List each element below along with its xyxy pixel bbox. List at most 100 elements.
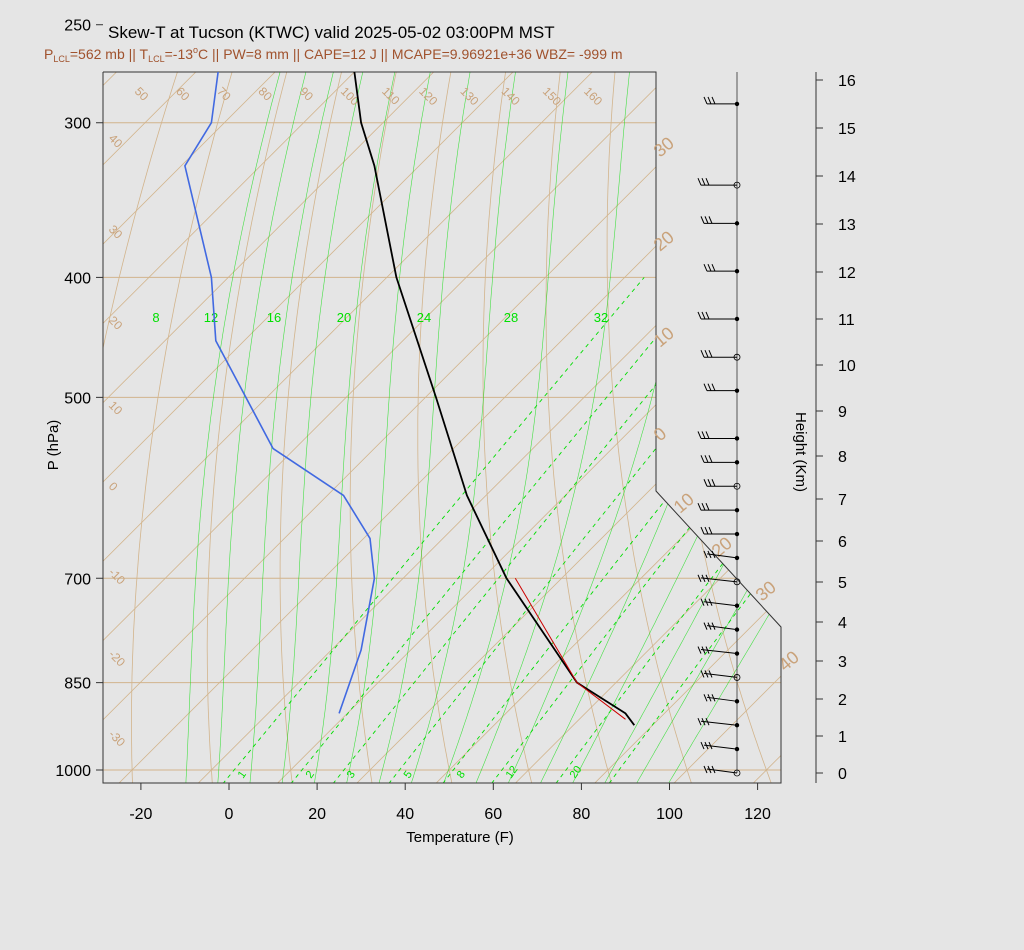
plot-frame xyxy=(102,71,782,784)
wind-barb-feather xyxy=(700,455,705,463)
height-tick-label: 1 xyxy=(838,729,847,746)
x-axis: -20 0 20 40 60 80 100 120 xyxy=(103,782,781,823)
dewpoint-curve xyxy=(184,72,376,714)
wind-barb-feather xyxy=(703,479,708,487)
wind-barb-feather xyxy=(704,741,709,750)
wind-barb-feather xyxy=(701,718,706,726)
height-tick-label: 3 xyxy=(838,654,847,671)
moist-adiabat-line xyxy=(438,72,582,783)
wind-barb-feather xyxy=(711,550,716,559)
moist-adiabat-line xyxy=(343,72,451,783)
wind-barb-feather xyxy=(707,96,712,105)
wind-barb-feather xyxy=(700,670,705,678)
wind-barb-dot xyxy=(733,353,741,361)
lcl-p-value: =562 mb || xyxy=(70,46,140,62)
hodograph-label: 30 xyxy=(752,577,780,605)
wind-barb-feather xyxy=(701,311,706,320)
isotherm-line xyxy=(660,72,781,783)
y-tick-label: 850 xyxy=(64,676,91,693)
mixing-ratio-line xyxy=(322,277,745,783)
wind-barb-dot xyxy=(733,482,741,490)
wind-barb-dot xyxy=(733,769,741,777)
chart-title: Skew-T at Tucson (KTWC) valid 2025-05-02… xyxy=(108,23,555,42)
isotherm-label: 90 xyxy=(297,84,317,104)
wind-barb-feather xyxy=(697,311,702,320)
wind-barb-dot xyxy=(733,181,741,189)
isotherm-label: 60 xyxy=(173,84,193,104)
dry-adiabat-line xyxy=(606,72,728,783)
wind-barb-dot xyxy=(734,101,740,107)
adiabat-label: 40 xyxy=(106,131,126,151)
wind-barb-feather xyxy=(703,96,708,105)
wind-barb-feather xyxy=(704,598,709,606)
y-tick-label: 1000 xyxy=(55,763,91,780)
dry-adiabat-line xyxy=(986,0,1024,796)
wind-barb-staff xyxy=(703,672,738,678)
mixing-ratio-line xyxy=(378,277,781,783)
wind-barb-dot xyxy=(734,436,740,441)
x-tick-label: 40 xyxy=(396,806,414,823)
isotherm-label: 150 xyxy=(540,84,564,108)
height-tick-label: 2 xyxy=(838,692,847,709)
wind-barb-feather xyxy=(707,622,712,630)
moist-adiabat-label: 28 xyxy=(504,310,518,325)
wind-barb-dot xyxy=(734,388,740,393)
moist-adiabat-line xyxy=(565,72,781,783)
hodograph-label: 0 xyxy=(650,423,671,445)
wind-barb-dot xyxy=(734,723,740,728)
parcel-curve xyxy=(514,578,626,720)
moist-adiabat-label: 8 xyxy=(152,310,159,325)
wind-barb-feather xyxy=(704,216,709,224)
height-tick-label: 13 xyxy=(838,217,856,234)
wind-barb-feather xyxy=(705,718,710,726)
wind-barb-feather xyxy=(697,574,702,583)
height-tick-label: 10 xyxy=(838,358,856,375)
y-tick-label: 300 xyxy=(64,116,91,133)
y-tick-label: 400 xyxy=(64,270,91,287)
wind-barb-feather xyxy=(711,383,716,391)
wind-barb-feather xyxy=(703,765,708,774)
wind-barb-feather xyxy=(697,502,702,511)
y-tick-label: 250 xyxy=(64,18,91,35)
height-tick-label: 14 xyxy=(838,169,856,186)
wind-barb-feather xyxy=(700,350,705,358)
isotherm-label: 130 xyxy=(457,84,481,108)
height-tick-label: 15 xyxy=(838,121,856,138)
x-tick-label: 80 xyxy=(573,806,591,823)
hodograph-label: 40 xyxy=(775,647,803,675)
wind-barb-feather xyxy=(705,311,710,320)
wind-barb-feather xyxy=(711,694,716,702)
wind-barb-staff xyxy=(706,625,738,631)
mixing-ratio-label: 1 xyxy=(236,769,249,781)
isotherm-line xyxy=(103,72,781,783)
isotherm-line xyxy=(103,72,781,783)
lcl-t-sub: LCL xyxy=(148,54,165,64)
wind-barb-feather xyxy=(700,598,705,606)
wind-barb-feather xyxy=(703,263,708,272)
dry-adiabat-line xyxy=(279,72,523,783)
y-axis: 1001502002503004005007008501000 xyxy=(55,18,103,780)
mixing-ratio-label: 2 xyxy=(304,769,317,781)
mixing-ratio-line xyxy=(599,277,781,783)
moist-adiabat-line xyxy=(216,72,332,783)
dry-adiabat-line xyxy=(482,72,646,783)
height-axis-label: Height (Km) xyxy=(792,412,809,492)
dry-adiabat-line xyxy=(349,72,564,783)
wind-barb-dot xyxy=(734,746,740,752)
moist-adiabat-label: 12 xyxy=(204,310,218,325)
isotherm-line xyxy=(103,72,781,783)
wind-barb-feather xyxy=(708,350,713,358)
lcl-t-symbol: T xyxy=(140,46,149,62)
wind-barb-dot xyxy=(733,674,741,681)
wind-barb-dot xyxy=(734,651,740,656)
wind-barb-feather xyxy=(707,383,712,391)
height-tick-label: 11 xyxy=(838,312,855,329)
height-tick-label: 8 xyxy=(838,449,847,466)
x-tick-label: 0 xyxy=(225,806,234,823)
x-tick-label: -20 xyxy=(129,806,152,823)
adiabat-label: -30 xyxy=(106,727,128,749)
wind-barb-dot xyxy=(734,531,740,537)
wind-barb-feather xyxy=(707,479,712,487)
isotherm-label: 140 xyxy=(499,84,523,108)
wind-barb-feather xyxy=(708,670,713,678)
